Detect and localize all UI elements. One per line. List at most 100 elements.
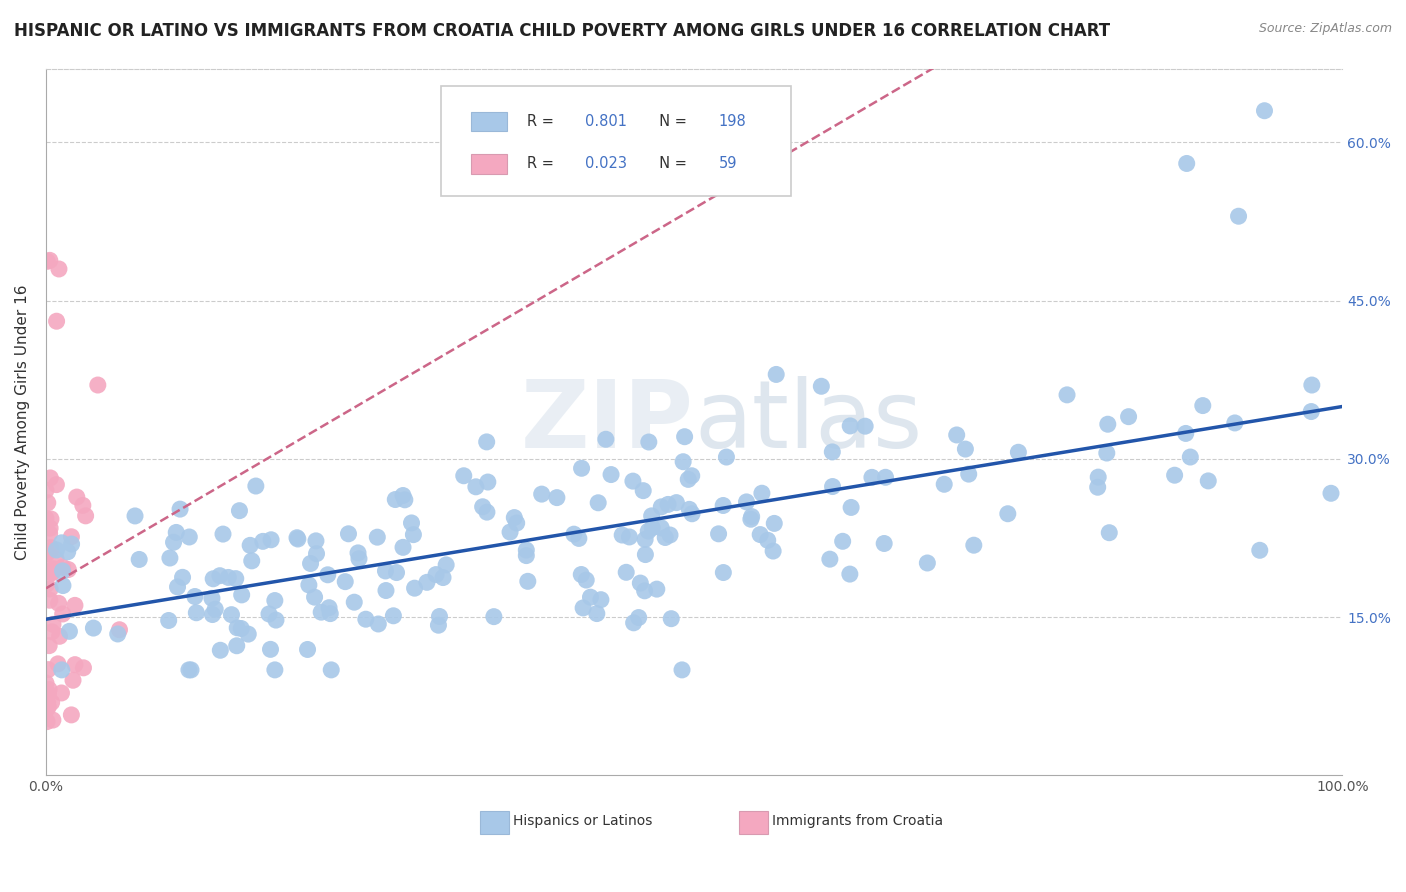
- Point: [245, 479, 267, 493]
- Bar: [471, 112, 508, 131]
- Point: [42, 713, 65, 727]
- Point: [402, 527, 425, 541]
- Point: [945, 428, 967, 442]
- Point: [62, 673, 84, 688]
- Point: [839, 500, 862, 515]
- Point: [585, 607, 607, 621]
- Point: [963, 538, 986, 552]
- Point: [711, 566, 734, 580]
- Point: [35, 696, 58, 710]
- Point: [208, 568, 231, 582]
- Point: [177, 663, 200, 677]
- Point: [934, 477, 956, 491]
- Point: [82, 621, 104, 635]
- Point: [297, 642, 319, 657]
- Point: [51, 536, 73, 550]
- Point: [735, 495, 758, 509]
- Point: [38, 253, 60, 268]
- Point: [1180, 450, 1202, 464]
- Point: [264, 663, 287, 677]
- Point: [425, 567, 447, 582]
- Point: [634, 548, 657, 562]
- Point: [875, 470, 897, 484]
- Point: [586, 496, 609, 510]
- Text: R =: R =: [527, 114, 558, 129]
- Point: [678, 502, 700, 516]
- Point: [35, 695, 58, 709]
- Point: [392, 488, 415, 502]
- Point: [35, 565, 58, 579]
- Point: [35, 714, 58, 729]
- Point: [45, 543, 67, 558]
- Point: [35, 547, 58, 561]
- Point: [756, 533, 779, 548]
- Point: [589, 592, 612, 607]
- Point: [434, 558, 457, 572]
- Point: [749, 527, 772, 541]
- Bar: [740, 812, 768, 834]
- Point: [263, 593, 285, 607]
- Point: [343, 595, 366, 609]
- Point: [1223, 416, 1246, 430]
- Point: [1320, 486, 1343, 500]
- Point: [231, 622, 253, 636]
- Point: [568, 532, 591, 546]
- Point: [58, 624, 80, 639]
- Point: [35, 577, 58, 591]
- Point: [239, 538, 262, 552]
- Point: [319, 607, 342, 621]
- Point: [87, 378, 110, 392]
- Point: [51, 663, 73, 677]
- Point: [38, 682, 60, 697]
- Point: [75, 508, 97, 523]
- Bar: [481, 812, 509, 834]
- Point: [60, 537, 83, 551]
- Point: [955, 442, 977, 456]
- Point: [335, 574, 357, 589]
- Point: [1095, 446, 1118, 460]
- Point: [318, 600, 340, 615]
- Point: [347, 546, 370, 560]
- Point: [572, 601, 595, 615]
- Point: [1301, 378, 1323, 392]
- Point: [72, 499, 94, 513]
- Point: [51, 686, 73, 700]
- Point: [765, 368, 787, 382]
- Point: [384, 492, 406, 507]
- Point: [546, 491, 568, 505]
- Point: [621, 474, 644, 488]
- Point: [659, 528, 682, 542]
- Point: [619, 530, 641, 544]
- Text: HISPANIC OR LATINO VS IMMIGRANTS FROM CROATIA CHILD POVERTY AMONG GIRLS UNDER 16: HISPANIC OR LATINO VS IMMIGRANTS FROM CR…: [14, 22, 1111, 40]
- Point: [645, 582, 668, 596]
- Point: [839, 419, 862, 434]
- Point: [238, 627, 260, 641]
- Point: [515, 549, 537, 563]
- Point: [299, 557, 322, 571]
- Point: [394, 492, 416, 507]
- Y-axis label: Child Poverty Among Girls Under 16: Child Poverty Among Girls Under 16: [15, 285, 30, 559]
- Point: [392, 541, 415, 555]
- Point: [162, 535, 184, 549]
- Point: [41, 624, 63, 639]
- Point: [671, 663, 693, 677]
- Point: [681, 507, 703, 521]
- Point: [427, 618, 450, 632]
- Point: [257, 607, 280, 621]
- Point: [51, 564, 73, 578]
- Point: [614, 566, 637, 580]
- Point: [309, 605, 332, 619]
- Point: [252, 534, 274, 549]
- Point: [298, 578, 321, 592]
- Point: [212, 527, 235, 541]
- Point: [569, 567, 592, 582]
- Point: [838, 567, 860, 582]
- Point: [1007, 445, 1029, 459]
- Point: [180, 663, 202, 677]
- Point: [631, 483, 654, 498]
- Point: [432, 570, 454, 584]
- Point: [404, 581, 426, 595]
- Point: [751, 486, 773, 500]
- Point: [1087, 480, 1109, 494]
- Point: [221, 607, 243, 622]
